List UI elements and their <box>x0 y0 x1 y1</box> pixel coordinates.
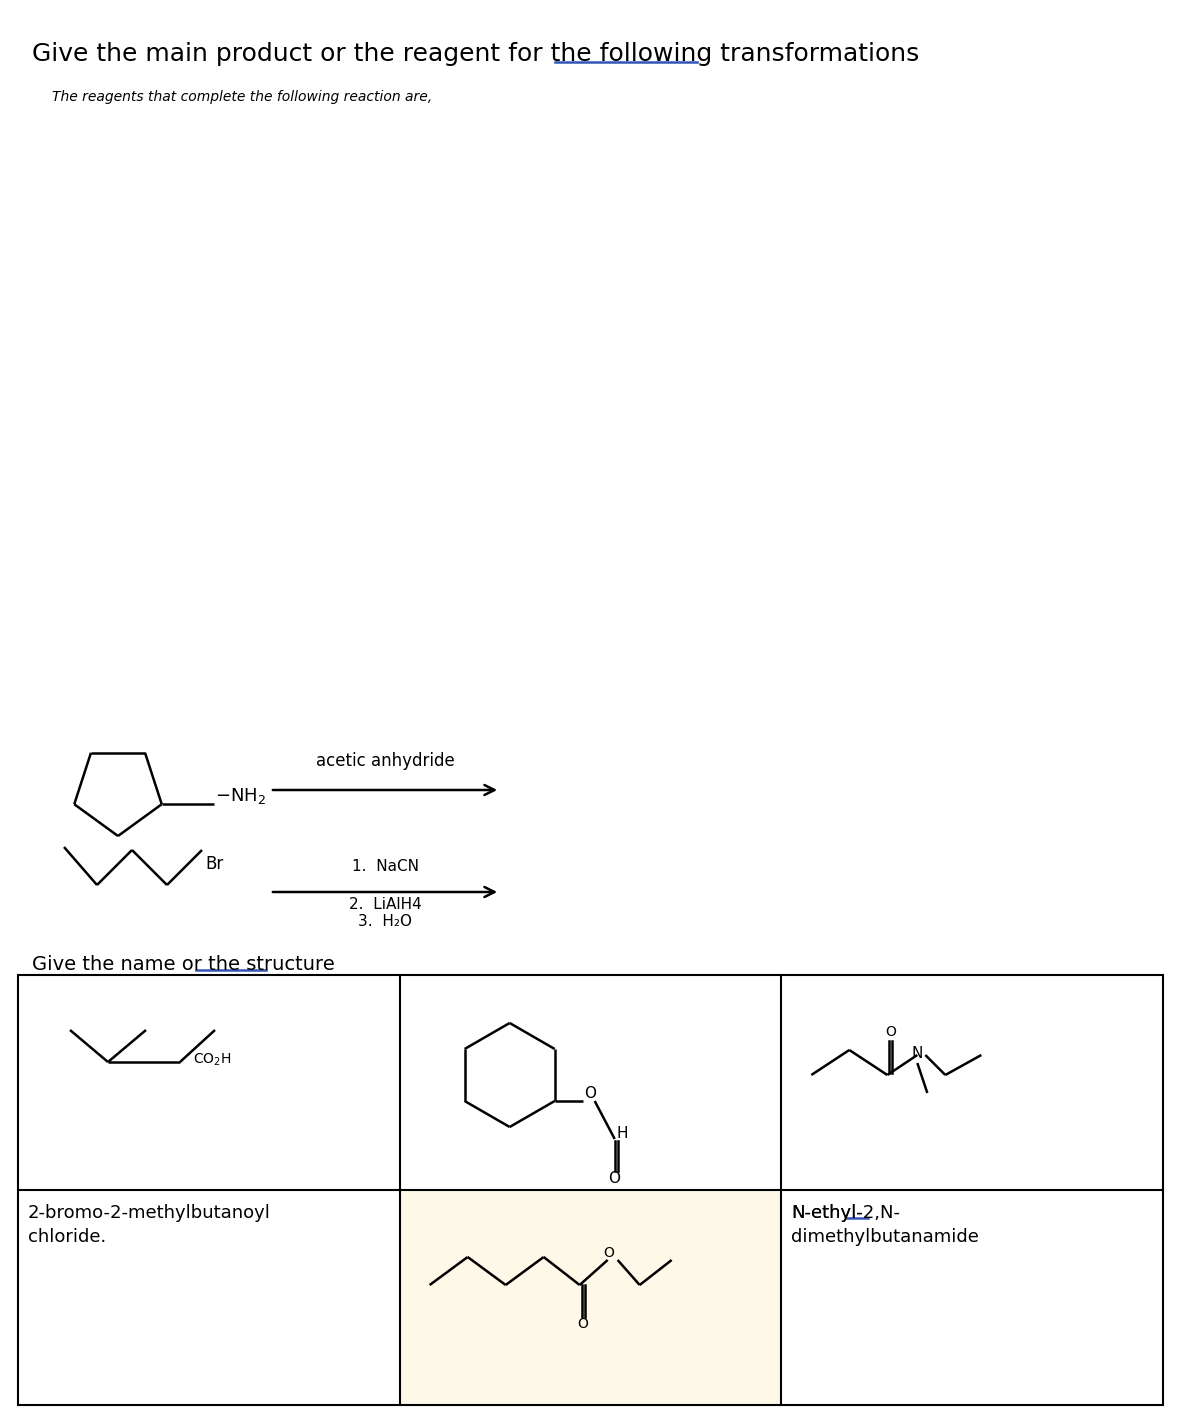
Text: $\mathregular{CO_2H}$: $\mathregular{CO_2H}$ <box>193 1052 231 1069</box>
Text: 3.  H₂O: 3. H₂O <box>358 913 411 929</box>
Text: The reagents that complete the following reaction are,: The reagents that complete the following… <box>52 91 433 103</box>
Text: 2.  LiAlH4: 2. LiAlH4 <box>349 896 421 912</box>
Text: N: N <box>911 1046 923 1062</box>
Text: H: H <box>617 1126 628 1140</box>
Text: Give the name or the structure: Give the name or the structure <box>32 954 335 974</box>
Text: O: O <box>885 1025 896 1039</box>
Text: Br: Br <box>205 855 223 874</box>
Text: $\mathregular{-NH_2}$: $\mathregular{-NH_2}$ <box>215 786 265 806</box>
Text: N-ethyl-: N-ethyl- <box>791 1204 863 1222</box>
Text: dimethylbutanamide: dimethylbutanamide <box>791 1228 980 1246</box>
Text: O: O <box>584 1086 595 1100</box>
Bar <box>18 976 1162 1405</box>
Text: acetic anhydride: acetic anhydride <box>316 752 454 770</box>
Text: O: O <box>578 1317 588 1331</box>
Text: O: O <box>607 1171 620 1187</box>
Text: Give the main product or the reagent for the following transformations: Give the main product or the reagent for… <box>32 42 920 67</box>
Text: N-ethyl-2,N-: N-ethyl-2,N- <box>791 1204 901 1222</box>
Text: 1.  NaCN: 1. NaCN <box>351 860 419 874</box>
Bar <box>401 1191 780 1405</box>
Text: 2-bromo-2-methylbutanoyl: 2-bromo-2-methylbutanoyl <box>28 1204 271 1222</box>
Text: O: O <box>604 1246 614 1260</box>
Text: chloride.: chloride. <box>28 1228 106 1246</box>
